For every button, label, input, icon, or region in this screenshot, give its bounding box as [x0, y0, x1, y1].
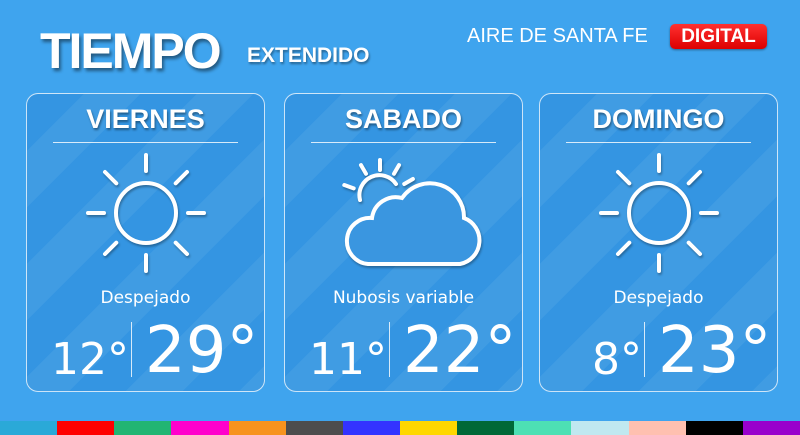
max-temperature: 22° — [403, 314, 517, 388]
forecast-card: DOMINGO Despejado 8° 23° — [539, 93, 778, 392]
min-temperature: 11° — [309, 334, 387, 385]
divider — [131, 322, 132, 377]
forecast-card: VIERNES Despejado 12° 29° — [26, 93, 265, 392]
color-segment — [514, 421, 572, 435]
color-segment — [742, 421, 800, 435]
min-temperature: 12° — [51, 334, 129, 385]
divider — [644, 322, 645, 377]
color-segment — [628, 421, 686, 435]
max-temperature: 29° — [145, 314, 259, 388]
day-name: DOMINGO — [592, 104, 725, 134]
color-segment — [457, 421, 515, 435]
weather-description: Nubosis variable — [332, 288, 475, 308]
max-temperature: 23° — [658, 314, 772, 388]
sun-icon — [76, 148, 216, 282]
day-name: VIERNES — [86, 104, 205, 134]
digital-badge: DIGITAL — [670, 24, 767, 49]
color-segment — [399, 421, 458, 435]
forecast-card: SABADO Nubosis variable 11° 22° — [284, 93, 523, 392]
color-segment — [0, 421, 58, 435]
weather-description: Despejado — [613, 288, 704, 308]
color-segment — [685, 421, 743, 435]
color-segment — [571, 421, 629, 435]
color-segment — [285, 421, 343, 435]
divider — [566, 142, 751, 143]
partly-cloudy-icon — [324, 148, 484, 282]
brand-name: AIRE DE SANTA FE — [467, 25, 648, 47]
min-temperature: 8° — [592, 334, 642, 385]
color-segment — [342, 421, 400, 435]
divider — [53, 142, 238, 143]
color-strip — [0, 421, 800, 435]
color-segment — [228, 421, 286, 435]
color-segment — [57, 421, 115, 435]
sun-icon — [589, 148, 729, 282]
page-title: TIEMPO — [40, 23, 222, 79]
color-segment — [171, 421, 229, 435]
divider — [311, 142, 496, 143]
divider — [389, 322, 390, 377]
page-subtitle: EXTENDIDO — [247, 44, 370, 67]
day-name: SABADO — [344, 104, 462, 134]
color-segment — [114, 421, 172, 435]
weather-description: Despejado — [100, 288, 191, 308]
